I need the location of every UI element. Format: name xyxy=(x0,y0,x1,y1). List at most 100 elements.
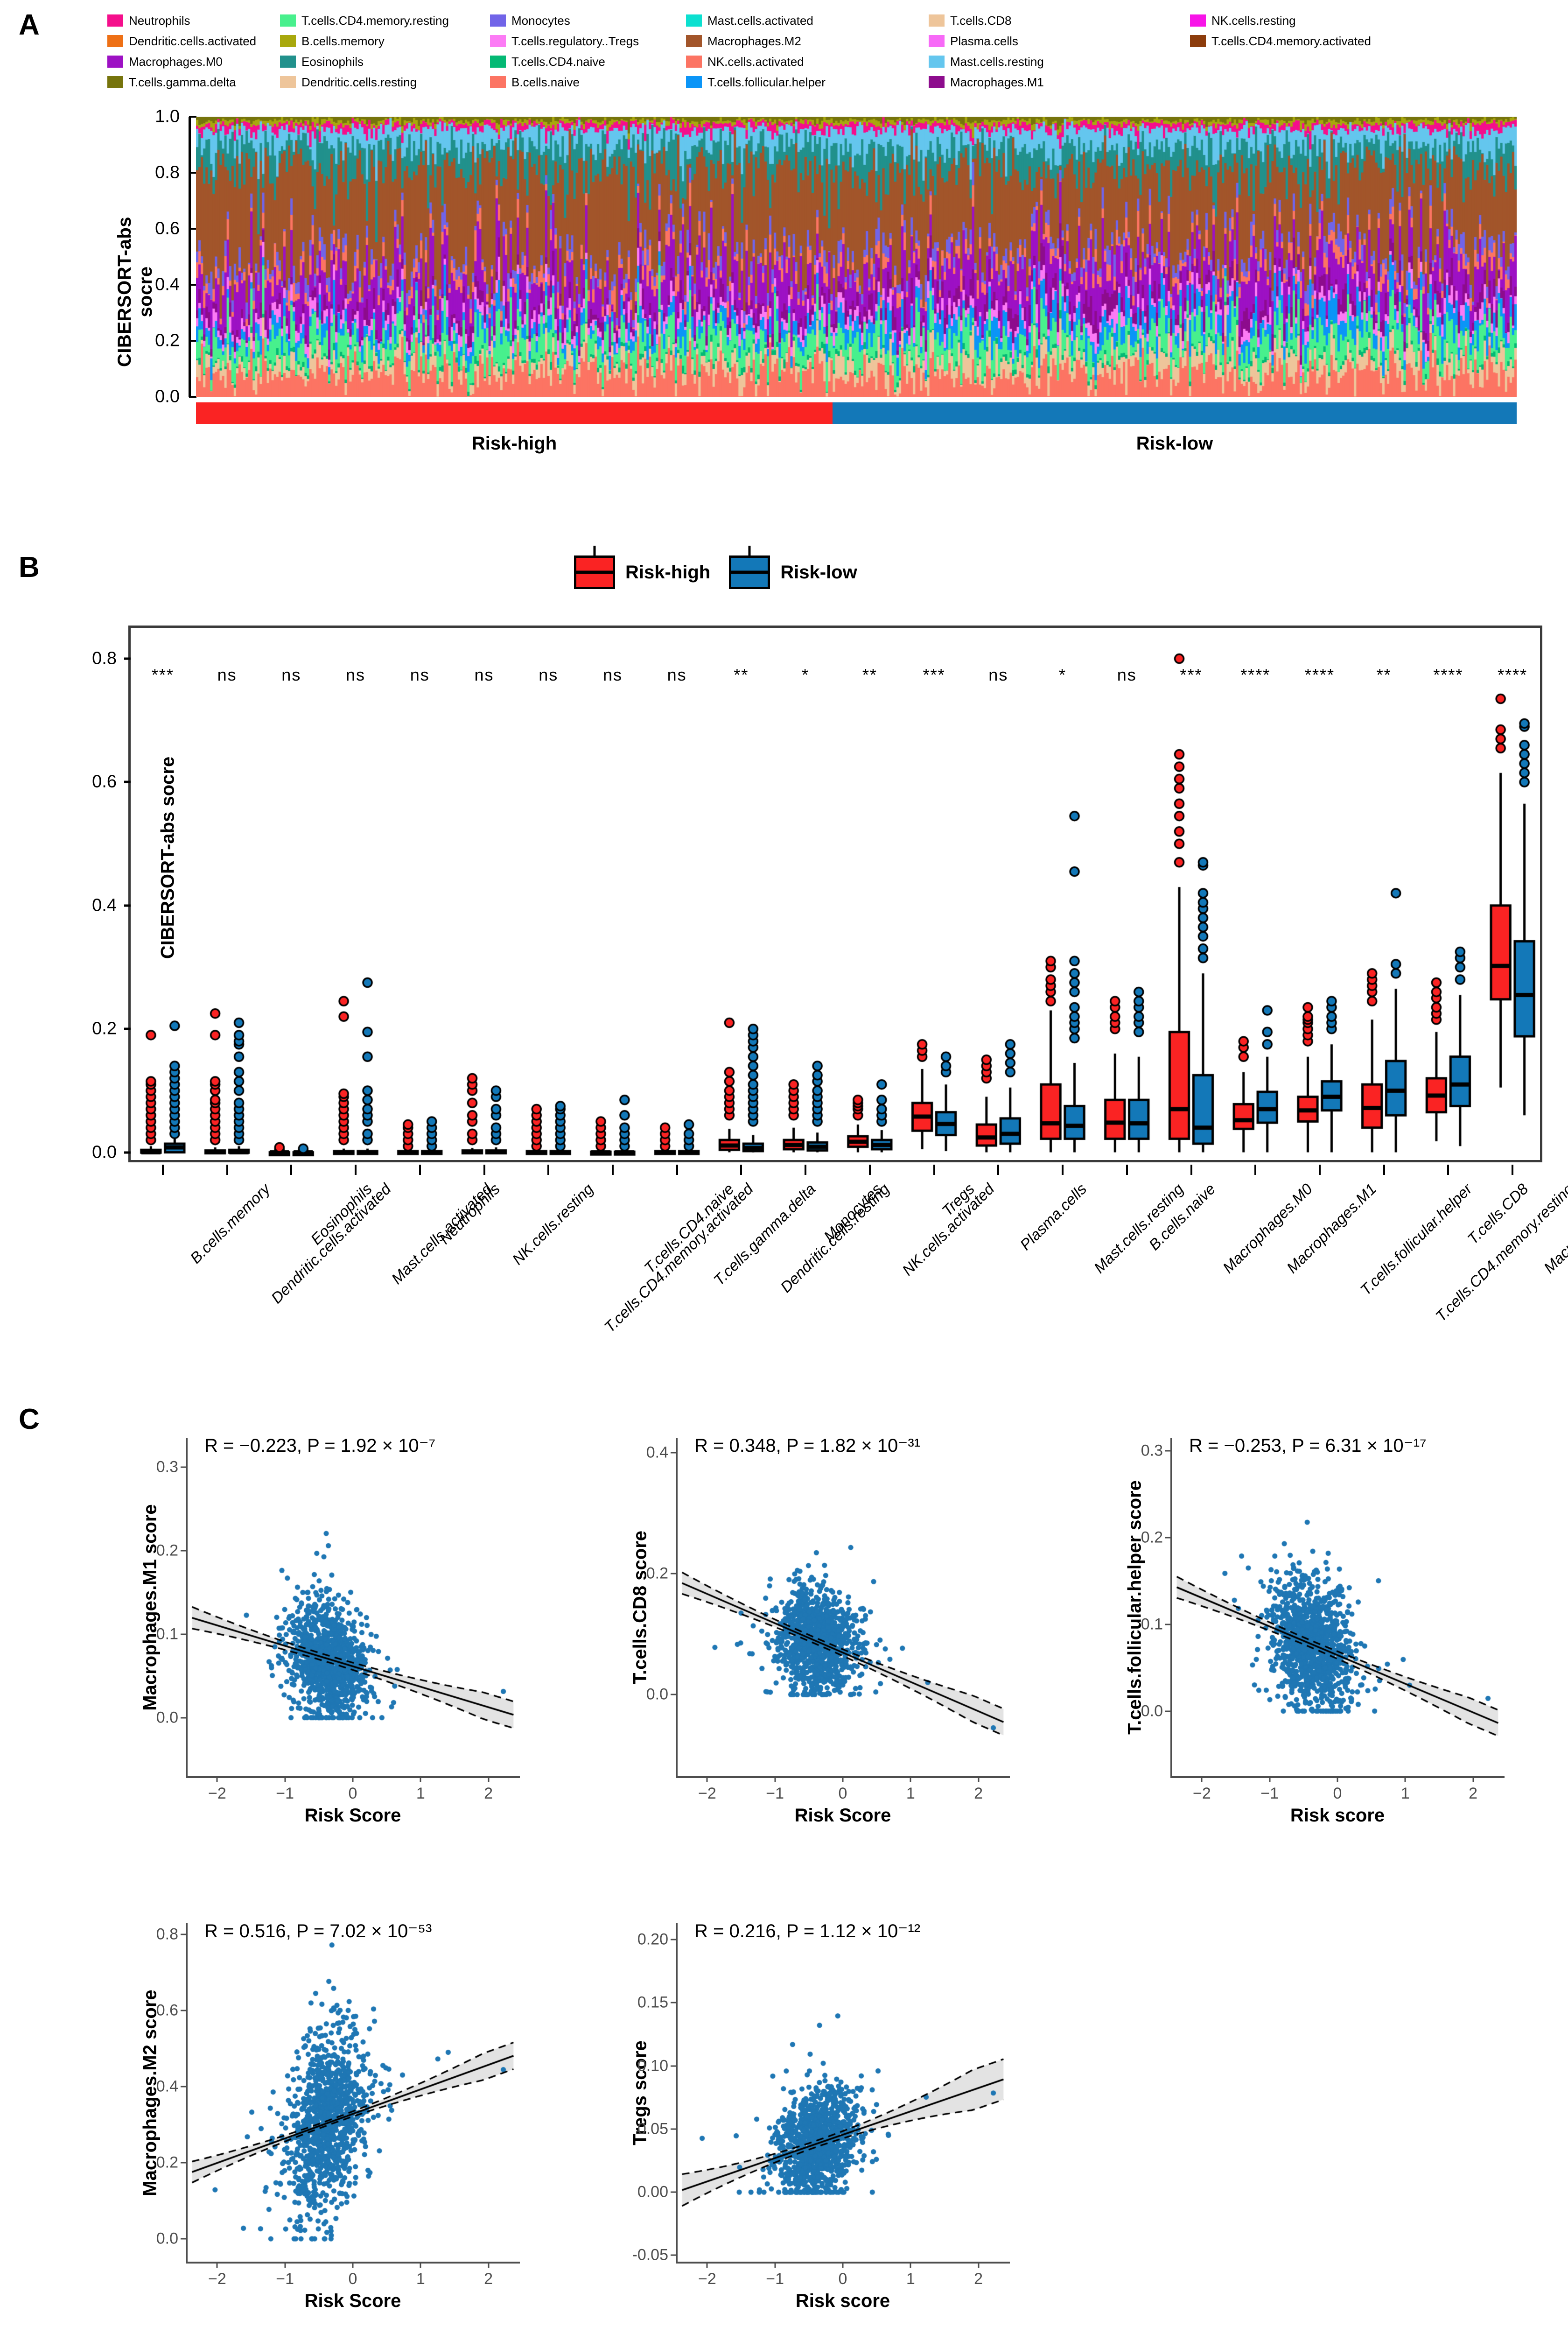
scatter-y-tick-label: 0.0 xyxy=(156,1708,178,1727)
panel-a: A Neutrophils T.cells.CD4.memory.resting M… xyxy=(0,0,1568,541)
panel-b-y-tick-mark xyxy=(124,1027,131,1030)
legend-swatch-icon xyxy=(490,14,506,27)
panel-b-x-tick-mark xyxy=(611,1165,614,1175)
scatter-x-tick-label: 0 xyxy=(838,2270,847,2288)
risk-high-band xyxy=(196,402,833,424)
panel-a-stack-canvas xyxy=(196,117,1517,397)
scatter-x-tick-mark xyxy=(706,1777,708,1782)
scatter-x-tick-label: 2 xyxy=(484,1785,493,1802)
legend-swatch-icon xyxy=(929,76,945,88)
panel-b-legend-label: Risk-high xyxy=(625,562,711,583)
panel-c-letter: C xyxy=(19,1403,40,1435)
legend-item-monocytes: Monocytes xyxy=(490,14,686,27)
legend-swatch-icon xyxy=(686,35,702,47)
legend-swatch-icon xyxy=(107,14,123,27)
scatter-x-tick-label: 0 xyxy=(348,2270,357,2288)
scatter-x-tick-mark xyxy=(216,2263,218,2268)
legend-item-label: Macrophages.M2 xyxy=(707,34,801,48)
scatter-plot-t-cells-follicular-helper-score: R = −0.253, P = 6.31 × 10⁻¹⁷ T.cells.foll… xyxy=(1101,1410,1512,1830)
panel-b-x-tick-mark xyxy=(805,1165,807,1175)
scatter-y-tick-mark xyxy=(181,2238,186,2240)
panel-b-letter: B xyxy=(19,551,40,584)
legend-swatch-icon xyxy=(686,76,702,88)
panel-a-y-axis-line xyxy=(189,117,191,397)
panel-b-y-tick-label: 0.2 xyxy=(92,1019,117,1039)
panel-b-boxplot-canvas xyxy=(131,628,1545,1165)
significance-marker: * xyxy=(1059,665,1067,684)
scatter-x-tick-mark xyxy=(352,1777,354,1782)
scatter-canvas xyxy=(1101,1410,1512,1830)
significance-marker: ns xyxy=(281,665,301,684)
scatter-y-tick-mark xyxy=(1165,1537,1170,1539)
scatter-canvas xyxy=(117,1895,527,2315)
scatter-y-tick-mark xyxy=(181,1466,186,1468)
legend-item-dendritic-cells-resting: Dendritic.cells.resting xyxy=(280,76,490,88)
legend-item-label: Mast.cells.resting xyxy=(950,55,1044,69)
legend-item-t-cells-follicular-helper: T.cells.follicular.helper xyxy=(686,76,929,88)
scatter-y-tick-label: 0.6 xyxy=(156,2001,178,2019)
scatter-x-tick-label: 1 xyxy=(416,1785,425,1802)
panel-b-x-tick-mark xyxy=(933,1165,935,1175)
panel-b-y-tick-label: 0.0 xyxy=(92,1142,117,1162)
legend-swatch-icon xyxy=(929,56,945,68)
scatter-x-axis-label: Risk Score xyxy=(304,2291,401,2311)
panel-a-y-tick-mark xyxy=(189,116,196,118)
panel-b-legend-item-risk-low: Risk-low xyxy=(729,546,857,589)
scatter-plot-t-cells-cd8-score: R = 0.348, P = 1.82 × 10⁻³¹ T.cells.CD8 s… xyxy=(607,1410,1017,1830)
scatter-x-axis-label: Risk score xyxy=(1290,1805,1385,1826)
legend-item-t-cells-cd8: T.cells.CD8 xyxy=(929,14,1190,27)
scatter-y-tick-label: 0.2 xyxy=(156,2153,178,2172)
scatter-y-tick-label: 0.0 xyxy=(646,1685,668,1703)
panel-b-x-tick-mark xyxy=(1447,1165,1449,1175)
legend-item-mast-cells-activated: Mast.cells.activated xyxy=(686,14,929,27)
scatter-y-tick-label: 0.4 xyxy=(646,1443,668,1462)
panel-b-legend-item-risk-high: Risk-high xyxy=(574,546,711,589)
legend-item-label: Macrophages.M0 xyxy=(129,55,223,69)
significance-marker: ns xyxy=(602,665,623,684)
panel-b-legend-label: Risk-low xyxy=(780,562,857,583)
scatter-y-tick-mark xyxy=(181,1550,186,1552)
panel-b-y-tick-label: 0.4 xyxy=(92,895,117,915)
scatter-y-tick-label: 0.3 xyxy=(156,1458,178,1476)
significance-marker: ** xyxy=(1376,665,1392,684)
panel-a-y-tick-label: 0.4 xyxy=(155,274,180,295)
significance-marker: **** xyxy=(1498,665,1528,684)
scatter-x-tick-mark xyxy=(488,1777,490,1782)
legend-item-label: T.cells.CD4.naive xyxy=(511,55,605,69)
scatter-y-tick-mark xyxy=(671,2065,676,2067)
scatter-y-tick-mark xyxy=(1165,1710,1170,1712)
panel-c: C R = −0.223, P = 1.92 × 10⁻⁷ Macrophages… xyxy=(0,1377,1568,2334)
significance-marker: ns xyxy=(474,665,494,684)
panel-b-y-tick-label: 0.6 xyxy=(92,772,117,792)
panel-b-x-tick-label: B.cells.memory xyxy=(186,1180,273,1267)
scatter-x-tick-mark xyxy=(284,1777,286,1782)
scatter-x-tick-mark xyxy=(420,2263,421,2268)
panel-a-y-tick-mark xyxy=(189,172,196,174)
scatter-y-tick-label: -0.05 xyxy=(632,2246,669,2264)
panel-b-x-tick-label: Neutrophils xyxy=(435,1180,503,1248)
legend-item-label: T.cells.gamma.delta xyxy=(129,75,236,89)
legend-item-label: T.cells.CD4.memory.resting xyxy=(301,14,449,28)
panel-b-y-tick-mark xyxy=(124,780,131,783)
scatter-canvas xyxy=(607,1410,1017,1830)
panel-b-x-tick-mark xyxy=(290,1165,293,1175)
significance-marker: *** xyxy=(923,665,945,684)
significance-marker: **** xyxy=(1304,665,1335,684)
legend-item-mast-cells-resting: Mast.cells.resting xyxy=(929,56,1190,68)
panel-b-x-tick-mark xyxy=(997,1165,1000,1175)
panel-b-y-tick-mark xyxy=(124,1151,131,1154)
panel-a-risk-band xyxy=(196,402,1517,424)
scatter-y-tick-label: 0.1 xyxy=(1141,1615,1163,1633)
legend-item-label: T.cells.CD4.memory.activated xyxy=(1211,34,1371,48)
scatter-y-tick-mark xyxy=(181,1633,186,1635)
scatter-x-tick-label: 2 xyxy=(974,2270,983,2288)
panel-a-y-tick-label: 1.0 xyxy=(155,106,180,127)
panel-b-x-tick-mark xyxy=(1318,1165,1321,1175)
scatter-y-tick-mark xyxy=(181,2162,186,2164)
panel-a-y-tick-mark xyxy=(189,228,196,230)
legend-swatch-icon xyxy=(107,56,123,68)
scatter-plot-tregs-score: R = 0.216, P = 1.12 × 10⁻¹² Tregs score Ri… xyxy=(607,1895,1017,2315)
panel-b-y-tick-mark xyxy=(124,657,131,660)
legend-item-label: Macrophages.M1 xyxy=(950,75,1044,89)
scatter-x-tick-mark xyxy=(216,1777,218,1782)
